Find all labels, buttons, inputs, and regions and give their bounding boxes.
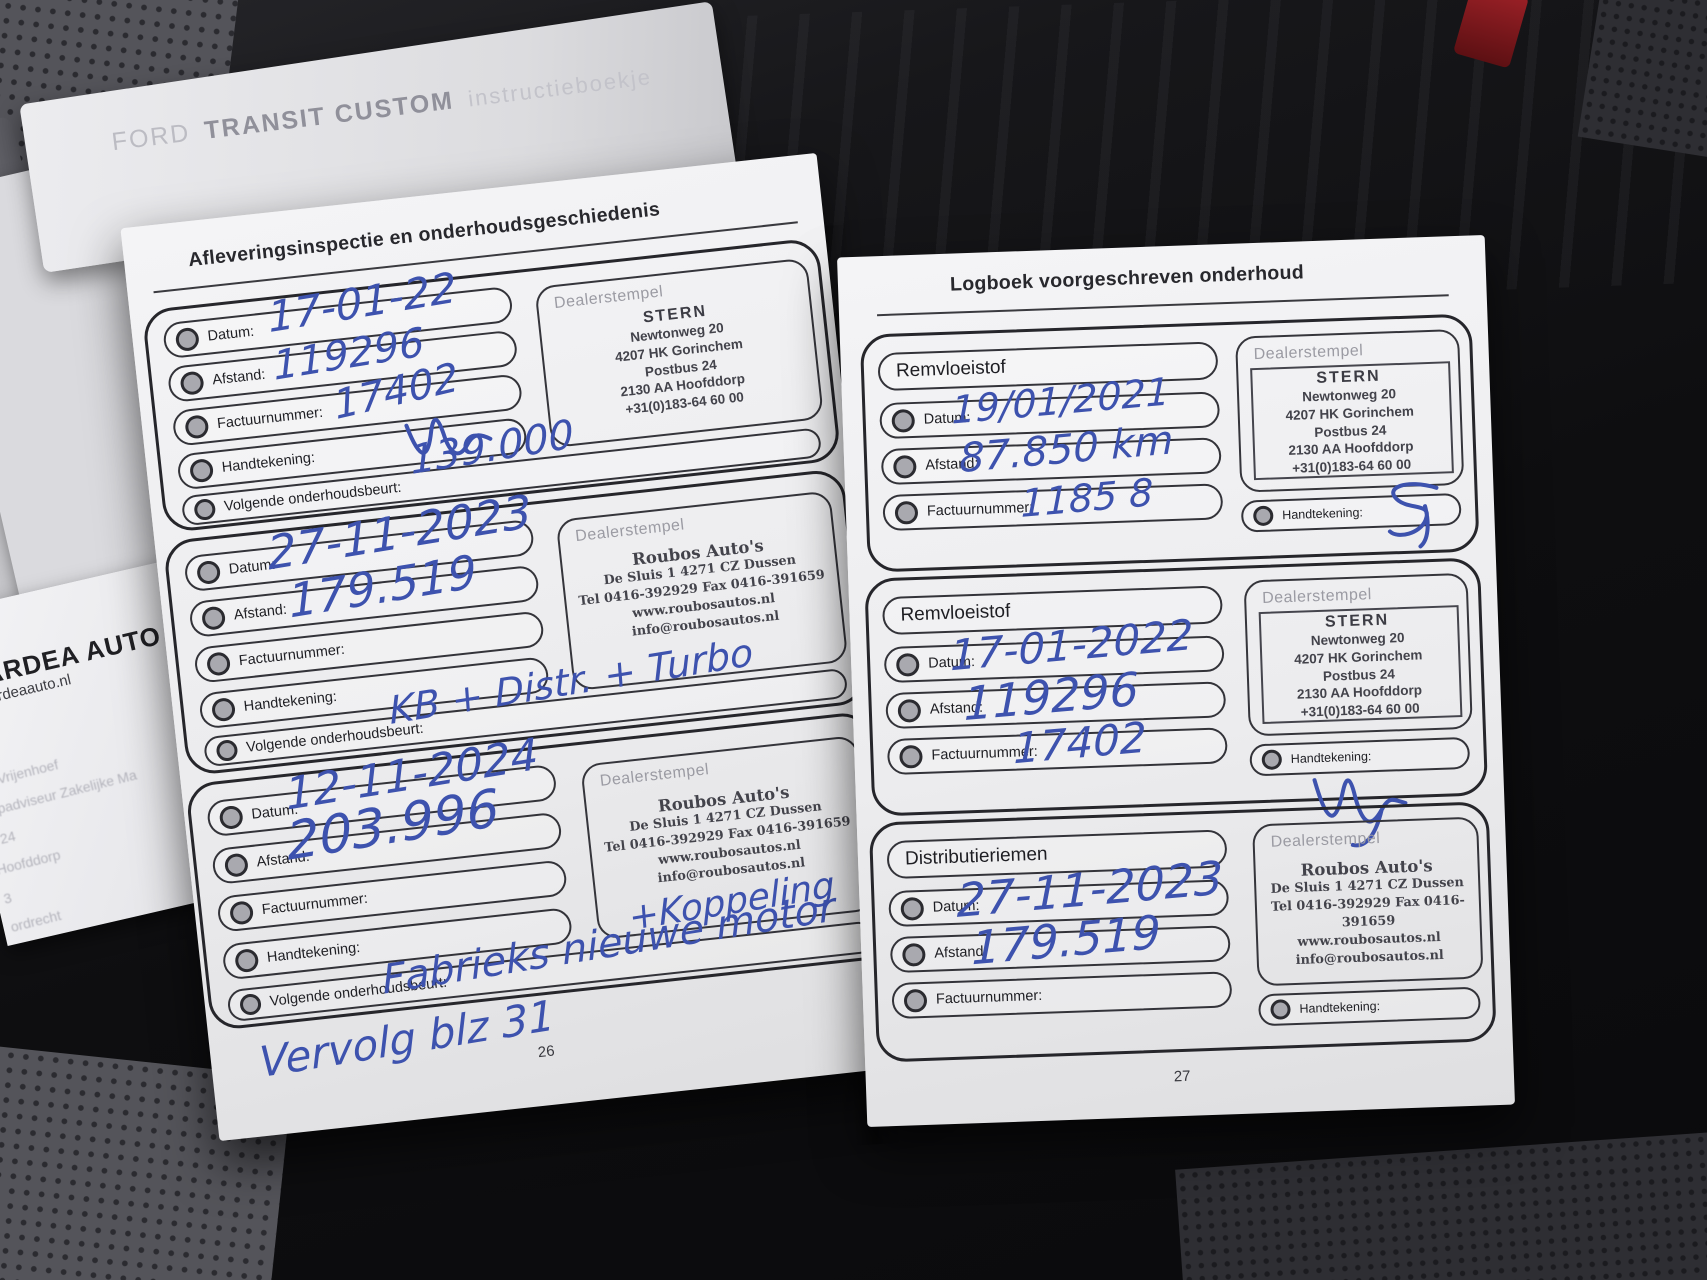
field-bullet-icon [891,408,916,433]
roubos-dealer-stamp: Roubos Auto's De Sluis 1 4271 CZ Dussen … [1255,855,1481,971]
maintenance-entry-block: Distributieriemen Datum: Afstand: Factuu… [868,801,1497,1063]
field-bullet-icon [200,605,227,631]
factuurnummer-field: Factuurnummer: [891,971,1233,1020]
field-bullet-icon [218,804,244,830]
dealerstempel-label: Dealerstempel [599,761,710,790]
card-header: ARDEA AUTO ardeaauto.nl [0,620,168,711]
booklet-brand: FORD [110,118,192,157]
booklet-subtitle: instructieboekje [466,64,654,112]
booklet-model: TRANSIT CUSTOM [202,86,456,145]
field-bullet-icon [228,899,255,926]
dealerstempel-label: Dealerstempel [574,516,686,546]
dealer-stamp-box: Dealerstempel STERN Newtonweg 20 4207 HK… [534,257,825,449]
field-bullet-icon [238,992,263,1016]
category-label: Remvloeistof [900,600,1011,626]
handtekening-label: Handtekening: [1282,505,1364,523]
stern-dealer-stamp: STERN Newtonweg 20 4207 HK Gorinchem Pos… [540,292,820,428]
field-bullet-icon [234,947,260,973]
field-bullet-icon [193,497,217,521]
signature-squiggle [404,417,493,456]
seat-dotted-fabric-bottom-right [1175,1130,1707,1280]
roubos-dealer-stamp: Roubos Auto's De Sluis 1 4271 CZ Dussen … [562,528,842,647]
factuurnummer-label: Factuurnummer: [238,641,346,670]
field-bullet-icon [179,369,205,396]
handtekening-field: Handtekening: [1257,986,1481,1027]
handtekening-label: Handtekening: [243,688,338,715]
field-bullet-icon [215,738,239,762]
signature-squiggle [1312,778,1408,848]
right-page-title: Logboek voorgeschreven onderhoud [949,261,1305,296]
service-entry-block: Datum: Afstand: Factuurnummer: Handteken… [141,237,842,534]
dealerstempel-label: Dealerstempel [1261,586,1373,607]
logbook-right-page: Logboek voorgeschreven onderhoud Remvloe… [837,234,1515,1128]
handtekening-label: Handtekening: [1299,999,1381,1016]
field-bullet-icon [901,942,926,967]
dealer-stamp-box: Dealerstempel Roubos Auto's De Sluis 1 4… [1252,816,1484,987]
field-bullet-icon [174,326,200,352]
maintenance-entry-block: Remvloeistof Datum: Afstand: Factuurnumm… [864,557,1489,848]
page-number: 26 [537,1042,556,1062]
factuurnummer-label: Factuurnummer: [216,404,324,433]
logbook-left-page: Afleveringsinspectie en onderhoudsgeschi… [120,152,916,1142]
datum-label: Datum: [206,323,256,345]
afstand-label: Afstand: [233,601,288,624]
field-bullet-icon [894,500,919,525]
field-bullet-icon [895,652,920,677]
factuurnummer-label: Factuurnummer: [926,499,1034,520]
signature-squiggle [1387,482,1439,549]
stern-dealer-stamp: STERN Newtonweg 20 4207 HK Gorinchem Pos… [1238,365,1462,480]
category-label: Remvloeistof [895,356,1007,382]
field-bullet-icon [899,744,923,769]
stern-dealer-stamp: STERN Newtonweg 20 4207 HK Gorinchem Pos… [1247,609,1471,724]
afstand-label: Afstand: [211,366,267,389]
dealer-stamp-box: Dealerstempel STERN Newtonweg 20 4207 HK… [1235,328,1465,493]
field-bullet-icon [195,559,222,585]
field-bullet-icon [897,698,922,723]
factuurnummer-label: Factuurnummer: [935,987,1043,1008]
field-bullet-icon [184,413,210,440]
page-number: 27 [1173,1067,1191,1086]
field-bullet-icon [903,988,928,1013]
card-contact-fragments: ald Vrijenhoef oopadviseur Zakelijke Ma … [0,733,169,943]
field-bullet-icon [1261,749,1283,771]
field-bullet-icon [210,696,237,722]
field-bullet-icon [188,457,215,483]
field-bullet-icon [1252,505,1274,527]
dealerstempel-label: Dealerstempel [1270,829,1381,851]
field-bullet-icon [1270,999,1291,1020]
factuurnummer-label: Factuurnummer: [261,890,369,919]
dealerstempel-label: Dealerstempel [1253,342,1364,364]
dealer-stamp-box: Dealerstempel STERN Newtonweg 20 4207 HK… [1243,572,1473,737]
seat-dotted-fabric-top-right [1577,0,1707,162]
handtekening-label: Handtekening: [266,939,361,966]
field-bullet-icon [205,650,232,677]
field-bullet-icon [900,896,925,921]
maintenance-entry-block: Remvloeistof Datum: Afstand: Factuurnumm… [859,313,1480,573]
field-bullet-icon [223,852,250,878]
handtekening-label: Handtekening: [221,449,316,476]
title-underline [877,294,1449,317]
field-bullet-icon [892,454,917,479]
